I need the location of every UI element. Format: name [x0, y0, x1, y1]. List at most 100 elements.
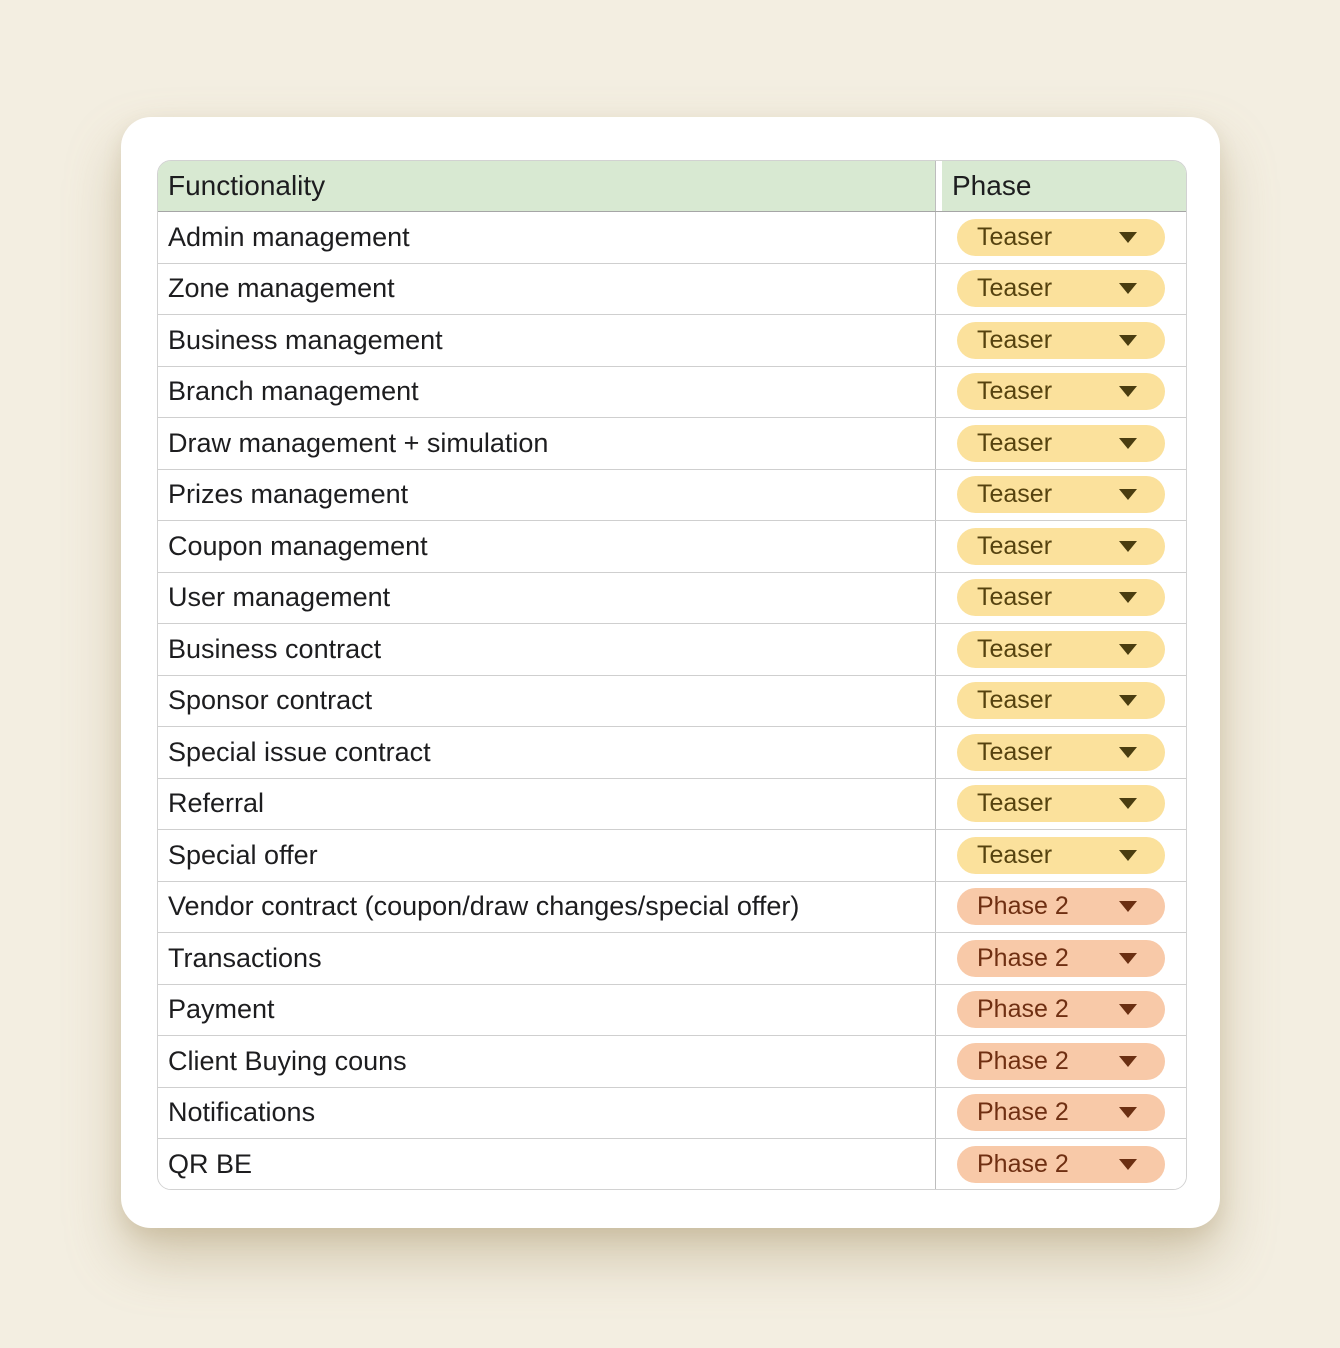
phase-cell: Teaser [936, 315, 1186, 366]
column-header-functionality: Functionality [158, 161, 936, 211]
phase-cell: Teaser [936, 779, 1186, 830]
phase-label: Teaser [977, 840, 1053, 869]
functionality-label: Special issue contract [168, 736, 431, 767]
phase-cell: Phase 2 [936, 1088, 1186, 1139]
phase-dropdown[interactable]: Teaser [957, 218, 1165, 256]
functionality-label: Payment [168, 994, 275, 1025]
table-row: User management Teaser [158, 572, 1186, 624]
phase-cell: Teaser [936, 212, 1186, 263]
dropdown-arrow-icon [1119, 540, 1137, 552]
dropdown-arrow-icon [1119, 489, 1137, 501]
functionality-label: Transactions [168, 942, 322, 973]
phase-dropdown[interactable]: Teaser [957, 424, 1165, 462]
phase-dropdown[interactable]: Phase 2 [957, 939, 1165, 977]
dropdown-arrow-icon [1119, 798, 1137, 810]
phase-cell: Teaser [936, 418, 1186, 469]
phase-cell: Teaser [936, 470, 1186, 521]
functionality-label: Business management [168, 324, 443, 355]
functionality-cell: Coupon management [158, 521, 936, 572]
phase-cell: Teaser [936, 367, 1186, 418]
functionality-cell: Business management [158, 315, 936, 366]
table-row: Special offer Teaser [158, 830, 1186, 882]
phase-dropdown[interactable]: Teaser [957, 321, 1165, 359]
phase-cell: Phase 2 [936, 1139, 1186, 1189]
table-row: QR BE Phase 2 [158, 1139, 1186, 1189]
phase-dropdown[interactable]: Teaser [957, 579, 1165, 617]
table-row: Business management Teaser [158, 315, 1186, 367]
functionality-phase-table: Functionality Phase Admin management Tea… [157, 160, 1187, 1190]
phase-cell: Teaser [936, 521, 1186, 572]
phase-dropdown[interactable]: Teaser [957, 373, 1165, 411]
functionality-cell: Referral [158, 778, 936, 829]
phase-dropdown[interactable]: Phase 2 [957, 1094, 1165, 1132]
phase-dropdown[interactable]: Teaser [957, 476, 1165, 514]
dropdown-arrow-icon [1119, 1107, 1137, 1119]
phase-dropdown[interactable]: Teaser [957, 527, 1165, 565]
dropdown-arrow-icon [1119, 849, 1137, 861]
table-row: Zone management Teaser [158, 263, 1186, 315]
phase-dropdown[interactable]: Teaser [957, 270, 1165, 308]
table-row: Draw management + simulation Teaser [158, 418, 1186, 470]
phase-label: Teaser [977, 480, 1053, 509]
phase-dropdown[interactable]: Teaser [957, 682, 1165, 720]
functionality-cell: Admin management [158, 212, 936, 263]
phase-label: Phase 2 [977, 892, 1069, 921]
phase-cell: Teaser [936, 727, 1186, 778]
phase-dropdown[interactable]: Phase 2 [957, 1146, 1165, 1184]
functionality-label: Referral [168, 788, 265, 819]
phase-dropdown[interactable]: Teaser [957, 630, 1165, 668]
phase-dropdown[interactable]: Teaser [957, 785, 1165, 823]
phase-label: Teaser [977, 325, 1053, 354]
functionality-label: User management [168, 582, 391, 613]
table-row: Branch management Teaser [158, 366, 1186, 418]
functionality-cell: Special issue contract [158, 727, 936, 778]
phase-dropdown[interactable]: Teaser [957, 836, 1165, 874]
functionality-label: Special offer [168, 839, 318, 870]
phase-label: Teaser [977, 634, 1053, 663]
phase-cell: Phase 2 [936, 1036, 1186, 1087]
table-row: Notifications Phase 2 [158, 1087, 1186, 1139]
functionality-cell: Zone management [158, 263, 936, 314]
dropdown-arrow-icon [1119, 695, 1137, 707]
phase-cell: Phase 2 [936, 882, 1186, 933]
phase-cell: Teaser [936, 830, 1186, 881]
functionality-cell: Payment [158, 984, 936, 1035]
functionality-cell: Special offer [158, 830, 936, 881]
phase-cell: Phase 2 [936, 985, 1186, 1036]
functionality-cell: Notifications [158, 1087, 936, 1138]
table-row: Coupon management Teaser [158, 521, 1186, 573]
phase-label: Teaser [977, 789, 1053, 818]
phase-dropdown[interactable]: Phase 2 [957, 888, 1165, 926]
dropdown-arrow-icon [1119, 746, 1137, 758]
functionality-label: Admin management [168, 221, 410, 252]
phase-dropdown[interactable]: Phase 2 [957, 1042, 1165, 1080]
functionality-label: QR BE [168, 1149, 253, 1180]
phase-dropdown[interactable]: Phase 2 [957, 991, 1165, 1029]
functionality-label: Client Buying couns [168, 1045, 407, 1076]
functionality-cell: Business contract [158, 624, 936, 675]
phase-dropdown[interactable]: Teaser [957, 733, 1165, 771]
phase-label: Teaser [977, 274, 1053, 303]
dropdown-arrow-icon [1119, 334, 1137, 346]
functionality-label: Branch management [168, 376, 419, 407]
functionality-cell: Sponsor contract [158, 675, 936, 726]
dropdown-arrow-icon [1119, 437, 1137, 449]
functionality-label: Sponsor contract [168, 685, 373, 716]
table-row: Prizes management Teaser [158, 469, 1186, 521]
phase-label: Teaser [977, 737, 1053, 766]
functionality-label: Business contract [168, 633, 382, 664]
content-card: Functionality Phase Admin management Tea… [121, 117, 1220, 1228]
functionality-cell: Draw management + simulation [158, 418, 936, 469]
column-header-phase: Phase [936, 161, 1186, 211]
table-row: Vendor contract (coupon/draw changes/spe… [158, 881, 1186, 933]
phase-label: Phase 2 [977, 1098, 1069, 1127]
dropdown-arrow-icon [1119, 952, 1137, 964]
phase-cell: Teaser [936, 573, 1186, 624]
phase-cell: Teaser [936, 676, 1186, 727]
functionality-cell: Prizes management [158, 469, 936, 520]
phase-label: Teaser [977, 686, 1053, 715]
phase-label: Teaser [977, 583, 1053, 612]
dropdown-arrow-icon [1119, 643, 1137, 655]
table-row: Sponsor contract Teaser [158, 675, 1186, 727]
table-row: Client Buying couns Phase 2 [158, 1036, 1186, 1088]
